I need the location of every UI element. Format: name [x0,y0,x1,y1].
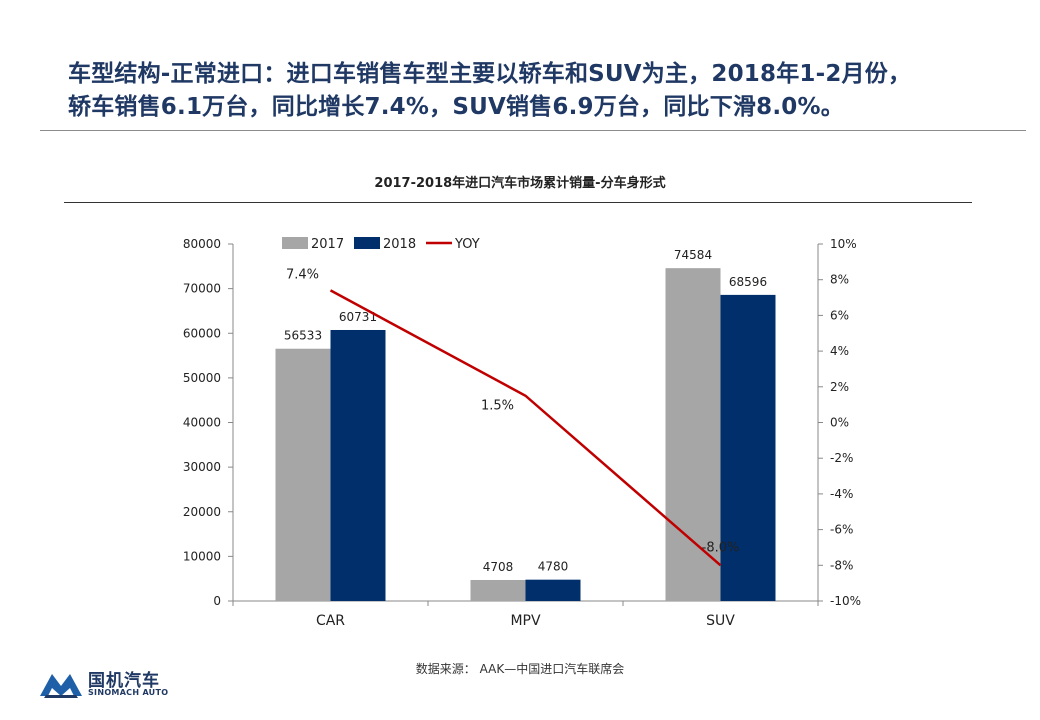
y-left-tick-label: 10000 [183,549,221,563]
bar-label-2017-suv: 74584 [674,248,712,262]
y-left-tick-label: 0 [213,594,221,608]
legend-swatch-2018 [354,237,380,249]
headline-line-1: 车型结构-正常进口：进口车销售车型主要以轿车和SUV为主，2018年1-2月份， [68,61,912,87]
logo-text-en: SINOMACH AUTO [88,688,169,697]
bar-2017-suv [665,268,721,601]
legend-label-2018: 2018 [383,237,416,252]
yoy-label-suv: -8.0% [702,540,740,555]
y-right-tick-label: -8% [830,558,853,572]
bar-2018-suv [720,294,776,601]
legend-swatch-2017 [282,237,308,249]
y-right-tick-label: 8% [830,273,849,287]
y-right-tick-label: -6% [830,523,853,537]
chart-title: 2017-2018年进口汽车市场累计销量-分车身形式 [374,176,666,191]
y-left-tick-label: 70000 [183,282,221,296]
headline-line-2: 轿车销售6.1万台，同比增长7.4%，SUV销售6.9万台，同比下滑8.0%。 [68,94,844,120]
bar-label-2017-mpv: 4708 [483,560,514,574]
yoy-line [329,289,722,567]
bar-label-2018-car: 60731 [339,310,377,324]
company-logo: 国机汽车 SINOMACH AUTO [40,666,220,706]
headline: 车型结构-正常进口：进口车销售车型主要以轿车和SUV为主，2018年1-2月份，… [68,58,1028,124]
chart-title-divider [64,202,972,203]
logo-text-cn: 国机汽车 [88,671,160,691]
y-left-tick-label: 40000 [183,416,221,430]
yoy-label-car: 7.4% [286,267,319,282]
y-right-tick-label: 0% [830,416,849,430]
bar-2017-car [275,348,331,601]
bar-label-2017-car: 56533 [284,329,322,343]
bar-label-2018-suv: 68596 [729,275,767,289]
data-source-note: 数据来源： AAK—中国进口汽车联席会 [415,662,625,676]
yoy-label-mpv: 1.5% [481,399,514,414]
y-left-tick-label: 30000 [183,460,221,474]
logo-mark-icon [40,674,82,698]
bar-label-2018-mpv: 4780 [538,560,569,574]
y-right-tick-label: -10% [830,594,861,608]
y-right-tick-label: 10% [830,237,857,251]
header-divider [40,130,1026,131]
y-right-tick-label: 6% [830,308,849,322]
legend-label-yoy: YOY [454,237,480,252]
y-left-tick-label: 20000 [183,505,221,519]
bar-2018-car [330,329,386,601]
bar-2018-mpv [525,579,581,601]
x-tick-label-car: CAR [316,613,345,629]
y-left-tick-label: 50000 [183,371,221,385]
y-right-tick-label: 4% [830,344,849,358]
y-left-tick-label: 80000 [183,237,221,251]
y-left-tick-label: 60000 [183,326,221,340]
x-tick-label-mpv: MPV [510,613,541,629]
legend-label-2017: 2017 [311,237,344,252]
x-tick-label-suv: SUV [706,613,735,629]
bar-2017-mpv [470,579,526,601]
y-right-tick-label: 2% [830,380,849,394]
y-right-tick-label: -2% [830,451,853,465]
y-right-tick-label: -4% [830,487,853,501]
